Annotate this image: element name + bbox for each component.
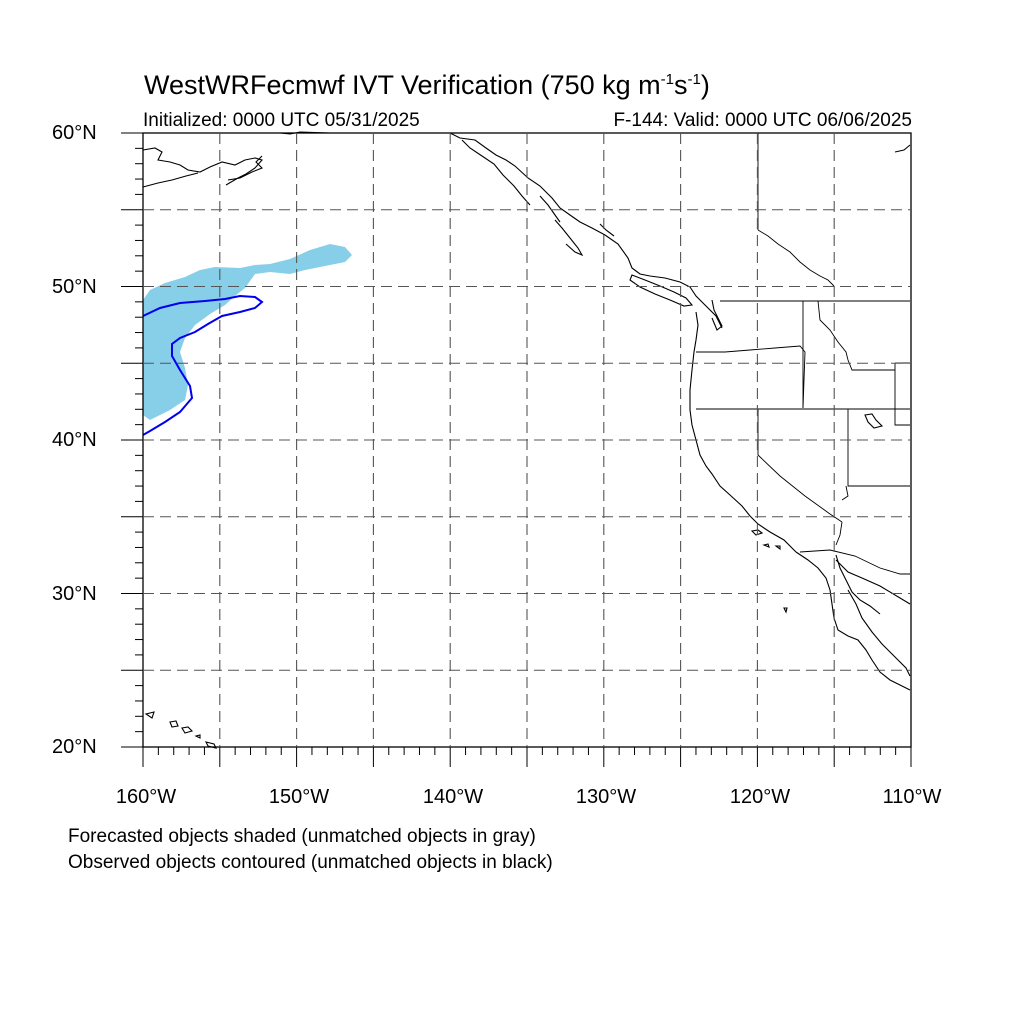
map-title: WestWRFecmwf IVT Verification (750 kg m-… xyxy=(144,70,710,100)
observed-contour xyxy=(142,294,264,436)
initialized-time: Initialized: 0000 UTC 05/31/2025 xyxy=(143,110,420,131)
lon-label-110w: 110°W xyxy=(882,786,942,808)
lat-label-50n: 50°N xyxy=(52,276,97,298)
lat-label-40n: 40°N xyxy=(52,429,97,451)
lon-label-130w: 130°W xyxy=(575,786,637,808)
legend-forecast-note: Forecasted objects shaded (unmatched obj… xyxy=(68,826,536,847)
political-boundaries xyxy=(696,133,910,575)
valid-time: F-144: Valid: 0000 UTC 06/06/2025 xyxy=(613,110,912,131)
lat-label-30n: 30°N xyxy=(52,583,97,605)
forecast-object xyxy=(143,244,352,420)
axis-ticks xyxy=(121,132,912,767)
lon-label-150w: 150°W xyxy=(268,786,330,808)
graticule xyxy=(143,133,911,747)
lon-label-160w: 160°W xyxy=(115,786,177,808)
lat-label-60n: 60°N xyxy=(52,122,97,144)
legend-observed-note: Observed objects contoured (unmatched ob… xyxy=(68,852,553,873)
lat-label-20n: 20°N xyxy=(52,736,97,758)
lon-label-140w: 140°W xyxy=(422,786,484,808)
lon-label-120w: 120°W xyxy=(729,786,791,808)
coastline xyxy=(142,131,911,749)
